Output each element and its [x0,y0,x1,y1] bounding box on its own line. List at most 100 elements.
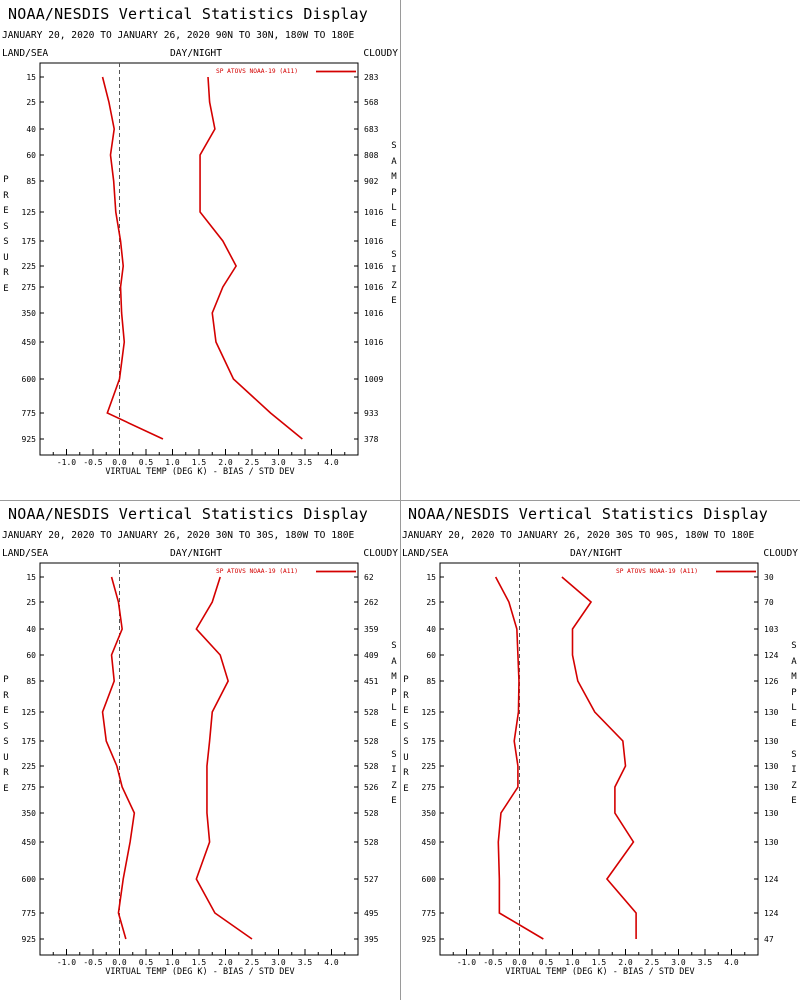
sample-size-label: 1016 [364,208,383,217]
pressure-level-label: 40 [426,625,436,634]
profile-chart: -1.0 -0.5 0.0 0.5 1.0 1.5 2.0 2.5 3.0 3.5 4.0 VIRTU… [22,62,383,477]
x-tick-label: 2.5 [645,958,660,967]
sample-size-label: 62 [364,573,374,582]
sample-size-label: 683 [364,125,379,134]
x-tick-label: 2.0 [218,458,233,467]
sample-size-label-letter: I [791,765,797,775]
sample-size-label: 528 [364,737,379,746]
plot-frame [39,562,359,956]
std-dev-profile-line [199,76,303,440]
sample-size-label: 47 [764,935,774,944]
pressure-level-label: 25 [26,598,36,607]
pressure-level-label: 15 [26,573,36,582]
x-tick-label: -0.5 [83,458,102,467]
pressure-level-label: 225 [22,762,37,771]
pressure-level-label: 25 [426,598,436,607]
sample-size-label-letter: S [791,749,797,760]
sample-size-label-letter: E [391,218,397,229]
x-tick-label: 2.0 [618,958,633,967]
x-tick-label: 0.5 [139,458,154,467]
sample-size-label: 528 [364,708,379,717]
sample-size-label: 1016 [364,283,383,292]
sample-size-label: 1016 [364,262,383,271]
pressure-level-label: 225 [22,262,37,271]
pressure-label-letter: S [403,737,409,747]
pressure-level-label: 925 [422,935,437,944]
sample-size-label: 130 [764,762,779,771]
profile-chart: -1.0 -0.5 0.0 0.5 1.0 1.5 2.0 2.5 3.0 3.5 4.0 VIRTU… [422,562,779,977]
pressure-label-letter: S [403,721,409,732]
x-tick-label: -0.5 [83,958,102,967]
panel-30n-30s: NOAA/NESDIS Vertical Statistics Display … [0,500,400,1000]
panel-title: NOAA/NESDIS Vertical Statistics Display [8,5,368,23]
x-tick-label: 1.5 [192,958,207,967]
pressure-label-letter: S [3,237,9,247]
sample-size-label: 528 [364,809,379,818]
pressure-label-letter: R [3,190,9,201]
pressure-level-label: 125 [422,708,437,717]
sample-size-label: 1016 [364,237,383,246]
pressure-label-letter: E [3,206,9,216]
panel-90n-30n: NOAA/NESDIS Vertical Statistics Display … [0,0,400,500]
x-axis-label: VIRTUAL TEMP (DEG K) - BIAS / STD DEV [105,967,294,977]
pressure-label-letter: P [3,175,9,185]
pressure-level-label: 15 [26,73,36,82]
x-tick-label: 3.0 [671,958,686,967]
sample-size-label-letter: L [791,703,797,713]
x-tick-label: 2.0 [218,958,233,967]
pressure-label-letter: U [3,252,9,263]
pressure-label-letter: P [403,675,409,685]
pressure-level-label: 600 [22,375,37,384]
sample-size-label-letter: E [391,796,397,806]
header-land-sea: LAND/SEA [2,548,49,559]
panel-subtitle: JANUARY 20, 2020 TO JANUARY 26, 2020 30N… [2,530,355,541]
header-cloudy: CLOUDY [363,548,398,559]
pressure-level-label: 350 [422,809,437,818]
sample-size-label: 495 [364,909,379,918]
pressure-level-label: 275 [422,783,437,792]
pressure-label-letter: U [3,752,9,763]
sample-size-label: 103 [764,625,779,634]
sample-size-label: 526 [364,783,379,792]
pressure-level-label: 15 [426,573,436,582]
profile-chart: -1.0 -0.5 0.0 0.5 1.0 1.5 2.0 2.5 3.0 3.5 4.0 VIRTU… [22,562,379,977]
plot-frame [39,62,359,456]
sample-size-label: 124 [764,651,779,660]
pressure-level-label: 40 [26,125,36,134]
pressure-level-label: 775 [22,409,37,418]
sample-size-label: 130 [764,708,779,717]
sample-size-label: 126 [764,677,779,686]
x-axis-label: VIRTUAL TEMP (DEG K) - BIAS / STD DEV [505,967,694,977]
pressure-level-label: 60 [26,651,36,660]
legend-label: SP ATOVS NOAA-19 (A11) [216,68,298,75]
sample-size-label-letter: S [391,249,397,260]
sample-size-label-letter: S [391,141,397,151]
sample-size-label-letter: A [391,156,397,167]
pressure-level-label: 225 [422,762,437,771]
header-land-sea: LAND/SEA [2,48,49,59]
sample-size-label-letter: E [791,718,797,729]
pressure-level-label: 175 [22,737,37,746]
pressure-label-letter: E [3,783,9,794]
bias-profile-line [101,76,164,440]
sample-size-label-letter: Z [391,280,397,291]
sample-size-label-letter: M [391,172,397,182]
panel-subtitle: JANUARY 20, 2020 TO JANUARY 26, 2020 90N… [2,30,355,41]
pressure-level-label: 175 [422,737,437,746]
pressure-level-label: 85 [426,677,436,686]
pressure-level-label: 275 [22,783,37,792]
pressure-level-label: 600 [22,875,37,884]
sample-size-label-letter: L [391,203,397,213]
pressure-level-label: 925 [22,435,37,444]
sample-size-label-letter: S [791,641,797,651]
pressure-label-letter: E [403,706,409,716]
sample-size-label-letter: P [391,687,397,698]
bias-profile-line [101,576,136,940]
sample-size-label-letter: L [391,703,397,713]
pressure-level-label: 125 [22,208,37,217]
